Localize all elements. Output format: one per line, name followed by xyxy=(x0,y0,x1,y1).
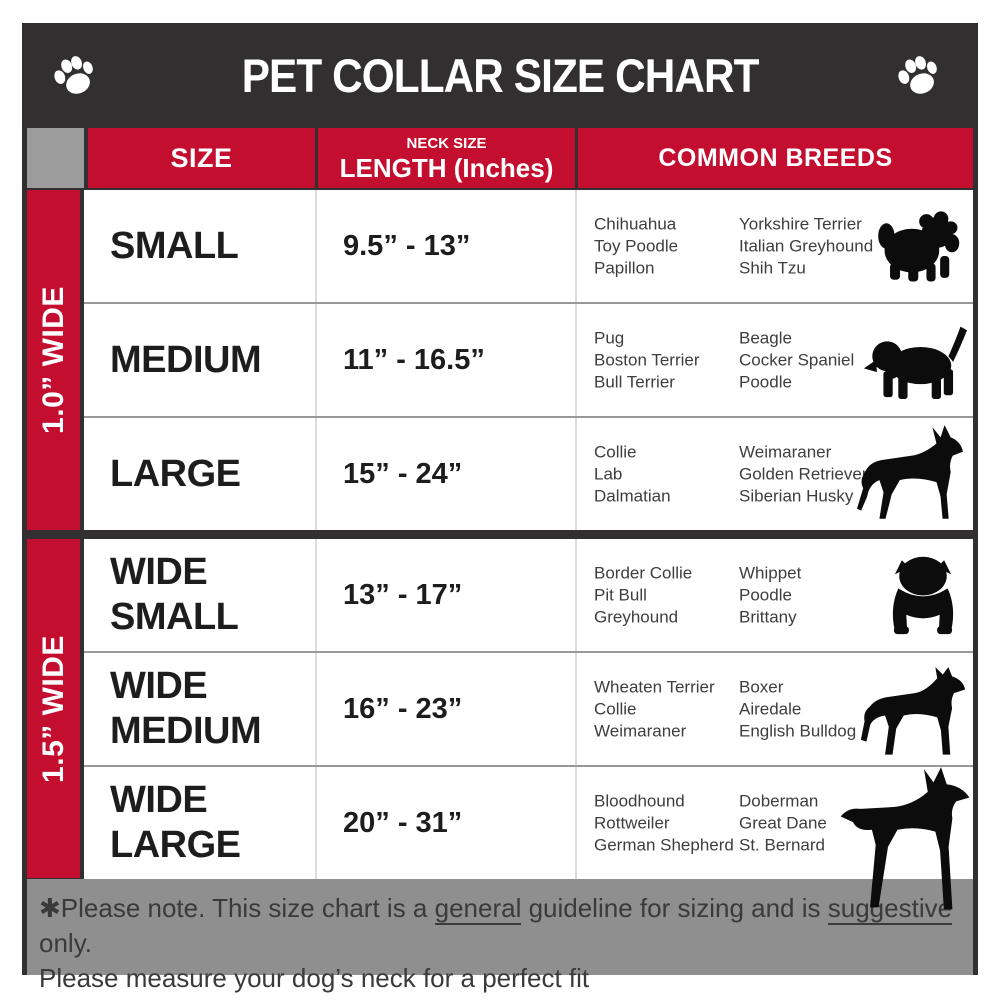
breeds-list: Collie Lab Dalmatian xyxy=(594,442,671,505)
column-divider xyxy=(315,767,317,879)
breeds-list: Beagle Cocker Spaniel Poodle xyxy=(739,328,855,391)
length-cell: 20” - 31” xyxy=(343,806,463,839)
column-header-size: SIZE xyxy=(88,128,315,188)
column-divider xyxy=(575,304,577,416)
breeds-list: Pug Boston Terrier Bull Terrier xyxy=(594,328,700,391)
table-row-small: SMALL 9.5” - 13” Chihuahua Toy Poodle Pa… xyxy=(84,190,973,302)
title-bar: PET COLLAR SIZE CHART xyxy=(22,23,978,128)
breeds-list: Boxer Airedale English Bulldog xyxy=(739,677,857,740)
column-divider xyxy=(575,539,577,651)
section-label-text: 1.0” WIDE xyxy=(36,286,70,434)
size-cell: WIDE LARGE xyxy=(110,779,241,866)
row-divider xyxy=(84,651,973,653)
column-header-length-label: LENGTH (Inches) xyxy=(339,152,554,183)
breeds-cell: Border Collie Pit Bull Greyhound Whippet… xyxy=(577,539,973,651)
breeds-cell: Pug Boston Terrier Bull Terrier Beagle C… xyxy=(577,304,973,416)
breeds-list: Doberman Great Dane St. Bernard xyxy=(739,791,827,854)
footer-note-line2: Please measure your dog’s neck for a per… xyxy=(39,963,590,993)
column-header-neck-length: NECK SIZE LENGTH (Inches) xyxy=(318,128,575,188)
table-row-large: LARGE 15” - 24” Collie Lab Dalmatian Wei… xyxy=(84,418,973,530)
table-row-wide-large: WIDE LARGE 20” - 31” Bloodhound Rottweil… xyxy=(84,767,973,910)
shih-tzu-dog-icon xyxy=(875,205,967,287)
column-divider xyxy=(575,767,577,879)
column-divider xyxy=(575,418,577,530)
size-cell: WIDE SMALL xyxy=(110,551,239,638)
bulldog-dog-icon xyxy=(879,553,967,637)
size-cell: SMALL xyxy=(110,224,239,267)
column-divider xyxy=(315,418,317,530)
header-corner-spacer xyxy=(27,128,84,188)
row-divider xyxy=(84,302,973,304)
length-cell: 9.5” - 13” xyxy=(343,229,471,262)
breeds-cell: Bloodhound Rottweiler German Shepherd Do… xyxy=(577,767,973,910)
breeds-list: Border Collie Pit Bull Greyhound xyxy=(594,563,693,626)
length-cell: 15” - 24” xyxy=(343,457,463,490)
size-cell: LARGE xyxy=(110,452,241,495)
table-row-wide-small: WIDE SMALL 13” - 17” Border Collie Pit B… xyxy=(84,539,973,651)
column-divider xyxy=(315,190,317,302)
size-cell: MEDIUM xyxy=(110,338,262,381)
column-divider xyxy=(575,190,577,302)
german-shepherd-dog-icon xyxy=(855,423,967,525)
pit-bull-dog-icon xyxy=(859,659,967,759)
column-divider xyxy=(315,539,317,651)
page-title: PET COLLAR SIZE CHART xyxy=(241,49,760,102)
breeds-list: Wheaten Terrier Collie Weimaraner xyxy=(594,677,715,740)
table-row-medium: MEDIUM 11” - 16.5” Pug Boston Terrier Bu… xyxy=(84,304,973,416)
length-cell: 16” - 23” xyxy=(343,692,463,725)
paw-icon xyxy=(890,47,948,105)
breeds-list: Chihuahua Toy Poodle Papillon xyxy=(594,214,679,277)
length-cell: 13” - 17” xyxy=(343,578,463,611)
footer-note: ✱Please note. This size chart is a gener… xyxy=(27,879,973,993)
breeds-cell: Collie Lab Dalmatian Weimaraner Golden R… xyxy=(577,418,973,530)
breeds-cell: Wheaten Terrier Collie Weimaraner Boxer … xyxy=(577,653,973,765)
table-row-wide-medium: WIDE MEDIUM 16” - 23” Wheaten Terrier Co… xyxy=(84,653,973,765)
width-section-label-1-5: 1.5” WIDE xyxy=(27,539,80,878)
column-header-neck-size-label: NECK SIZE xyxy=(406,134,487,152)
section-label-text: 1.5” WIDE xyxy=(36,634,70,783)
size-chart-card: PET COLLAR SIZE CHART SIZE NECK SIZE LEN… xyxy=(22,23,978,993)
breeds-list: Yorkshire Terrier Italian Greyhound Shih… xyxy=(739,214,874,277)
beagle-dog-icon xyxy=(863,317,967,403)
size-cell: WIDE MEDIUM xyxy=(110,665,262,752)
row-divider xyxy=(84,416,973,418)
column-divider xyxy=(315,304,317,416)
breeds-list: Bloodhound Rottweiler German Shepherd xyxy=(594,791,734,854)
column-divider xyxy=(315,653,317,765)
length-cell: 11” - 16.5” xyxy=(343,343,485,376)
breeds-cell: Chihuahua Toy Poodle Papillon Yorkshire … xyxy=(577,190,973,302)
column-divider xyxy=(575,653,577,765)
row-divider xyxy=(84,765,973,767)
section-divider xyxy=(27,530,973,539)
breeds-list: Weimaraner Golden Retriever Siberian Hus… xyxy=(739,442,868,505)
doberman-dog-icon xyxy=(835,767,977,919)
footer-note-line1: ✱Please note. This size chart is a gener… xyxy=(39,893,953,958)
breeds-list: Whippet Poodle Brittany xyxy=(739,563,802,626)
paw-icon xyxy=(46,47,104,105)
column-header-common-breeds: COMMON BREEDS xyxy=(578,128,973,188)
width-section-label-1-0: 1.0” WIDE xyxy=(27,190,80,530)
